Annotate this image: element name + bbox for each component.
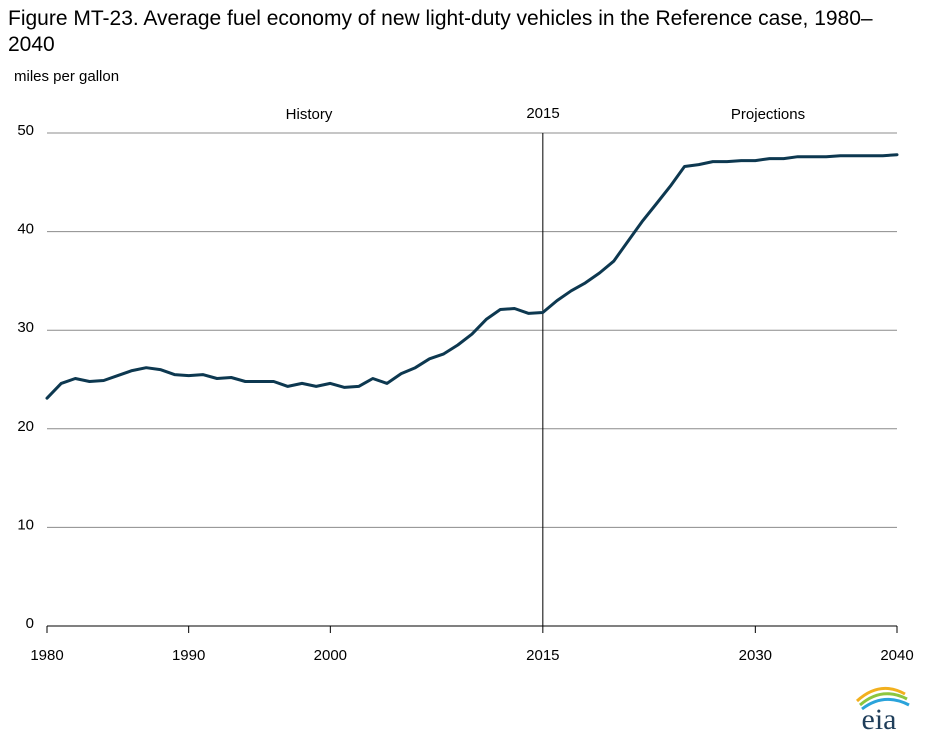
gridlines	[47, 132, 897, 528]
x-tick-label: 2040	[880, 647, 913, 664]
eia-logo: eia	[855, 686, 910, 735]
logo-arc-blue	[861, 697, 910, 711]
logo-arc-yellow	[855, 686, 906, 703]
history-label: History	[286, 106, 333, 123]
x-tick-label: 2030	[739, 647, 772, 664]
x-tick-label: 2000	[314, 647, 347, 664]
y-tick-label: 30	[17, 319, 34, 336]
y-tick-label: 0	[26, 615, 34, 632]
logo-arc-green	[859, 692, 908, 707]
fuel-economy-series-line	[45, 153, 899, 400]
y-tick-label: 10	[17, 516, 34, 533]
logo-text: eia	[862, 703, 897, 735]
x-tick-label: 1990	[172, 647, 205, 664]
y-axis-ticks: 0 10 20 30 40 50	[17, 122, 34, 632]
y-tick-label: 40	[17, 221, 34, 238]
x-tick-label: 1980	[30, 647, 63, 664]
chart-title: Figure MT-23. Average fuel economy of ne…	[8, 7, 873, 56]
projections-label: Projections	[731, 106, 805, 123]
x-tick-label: 2015	[526, 647, 559, 664]
y-tick-label: 50	[17, 122, 34, 139]
x-axis: 1980 1990 2000 2015 2030 2040	[30, 625, 914, 664]
y-axis-units-label: miles per gallon	[14, 68, 120, 85]
y-tick-label: 20	[17, 418, 34, 435]
divider-year-label: 2015	[526, 105, 559, 122]
